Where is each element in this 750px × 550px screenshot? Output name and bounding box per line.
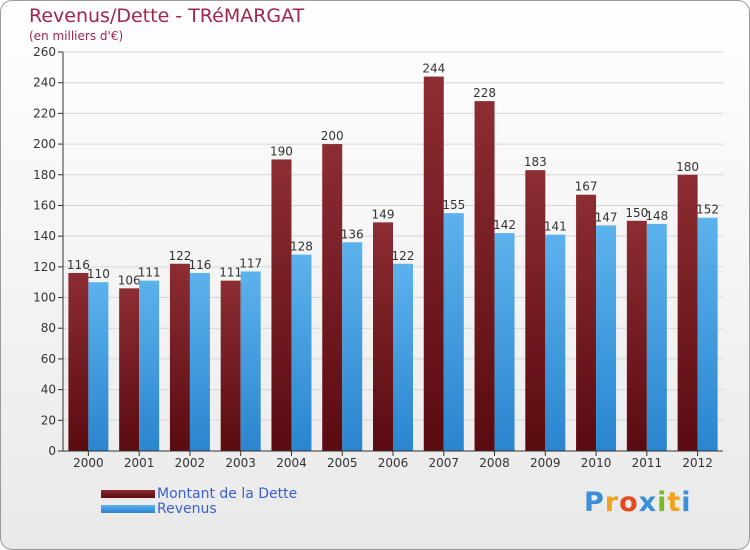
y-tick-label: 180 — [33, 168, 56, 182]
data-label: 110 — [87, 267, 110, 281]
y-tick-label: 160 — [33, 198, 56, 212]
data-label: 122 — [168, 249, 191, 263]
x-tick-label: 2002 — [175, 456, 206, 470]
data-label: 167 — [575, 180, 598, 194]
data-label: 200 — [321, 129, 344, 143]
bar-revenus — [646, 223, 667, 451]
bar-dette — [525, 170, 546, 451]
data-label: 128 — [290, 240, 313, 254]
x-tick-label: 2007 — [428, 456, 459, 470]
y-tick-label: 60 — [41, 352, 56, 366]
data-label: 244 — [422, 62, 445, 76]
y-tick-label: 20 — [41, 413, 56, 427]
x-tick-label: 2001 — [124, 456, 155, 470]
chart-title: Revenus/Dette - TRéMARGAT — [29, 5, 305, 27]
data-label: 228 — [473, 86, 496, 100]
bar-dette — [626, 220, 647, 451]
bar-dette — [68, 272, 89, 451]
data-label: 141 — [544, 220, 567, 234]
bar-dette — [373, 222, 393, 451]
y-tick-label: 40 — [41, 383, 56, 397]
bar-revenus — [443, 213, 464, 451]
x-tick-label: 2011 — [632, 456, 663, 470]
legend-label-revenus: Revenus — [157, 501, 217, 517]
x-tick-label: 2009 — [530, 456, 561, 470]
bar-dette — [220, 280, 241, 451]
data-label: 152 — [696, 203, 719, 217]
bar-dette — [576, 194, 597, 451]
x-tick-label: 2005 — [327, 456, 358, 470]
data-label: 190 — [270, 144, 293, 158]
bar-revenus — [139, 280, 160, 451]
data-label: 106 — [118, 273, 141, 287]
y-tick-label: 220 — [33, 106, 56, 120]
logo-letter: o — [619, 487, 639, 518]
bar-dette — [677, 174, 698, 451]
x-tick-label: 2008 — [479, 456, 510, 470]
bar-dette — [423, 76, 444, 452]
x-tick-label: 2006 — [378, 456, 409, 470]
proxiti-logo: Proxiti — [584, 487, 692, 518]
bar-dette — [474, 101, 495, 451]
data-label: 116 — [67, 258, 90, 272]
y-tick-label: 80 — [41, 321, 56, 335]
bar-dette — [119, 288, 140, 451]
data-label: 180 — [676, 160, 699, 174]
bar-dette — [169, 263, 190, 451]
y-tick-label: 140 — [33, 229, 56, 243]
data-label: 142 — [493, 218, 516, 232]
data-label: 111 — [138, 266, 161, 280]
bar-revenus — [494, 233, 515, 451]
y-tick-label: 260 — [33, 45, 56, 59]
bar-revenus — [393, 263, 413, 451]
bar-revenus — [240, 271, 261, 451]
logo-letter: r — [604, 487, 620, 518]
x-tick-label: 2012 — [682, 456, 713, 470]
data-label: 117 — [239, 256, 262, 270]
x-tick-label: 2010 — [581, 456, 612, 470]
bar-dette — [271, 159, 292, 451]
data-label: 116 — [188, 258, 211, 272]
bar-revenus — [342, 242, 363, 451]
bar-revenus — [189, 272, 210, 451]
logo-letter: P — [584, 487, 605, 518]
bar-revenus — [697, 217, 718, 451]
bar-revenus — [88, 282, 109, 451]
legend-swatch-revenus — [101, 505, 155, 513]
y-tick-label: 240 — [33, 76, 56, 90]
legend-label-dette: Montant de la Dette — [157, 486, 298, 502]
bar-revenus — [596, 225, 617, 451]
bar-revenus — [291, 254, 312, 451]
data-label: 148 — [645, 209, 668, 223]
y-tick-label: 200 — [33, 137, 56, 151]
x-tick-label: 2000 — [73, 456, 104, 470]
y-tick-label: 0 — [48, 444, 56, 458]
logo-letter: i — [657, 487, 668, 518]
data-label: 111 — [219, 266, 242, 280]
axes: 0 20 40 60 80 100 120 140 160 180 200 220 240 260 2000… — [33, 45, 723, 470]
chart-subtitle: (en milliers d'€) — [29, 29, 124, 43]
y-tick-label: 100 — [33, 291, 56, 305]
data-label: 149 — [372, 207, 395, 221]
data-label: 183 — [524, 155, 547, 169]
logo-letter: i — [681, 487, 692, 518]
data-label: 122 — [392, 249, 415, 263]
x-tick-label: 2003 — [225, 456, 256, 470]
data-label: 150 — [625, 206, 648, 220]
legend-swatch-dette — [101, 490, 155, 498]
data-label: 155 — [442, 198, 465, 212]
y-tick-label: 120 — [33, 260, 56, 274]
logo-letter: x — [638, 487, 658, 518]
logo-letter: t — [667, 487, 682, 518]
data-label: 147 — [595, 210, 618, 224]
bar-dette — [322, 144, 343, 452]
data-label: 136 — [341, 227, 364, 241]
bar-revenus — [545, 234, 566, 451]
x-tick-label: 2004 — [276, 456, 307, 470]
